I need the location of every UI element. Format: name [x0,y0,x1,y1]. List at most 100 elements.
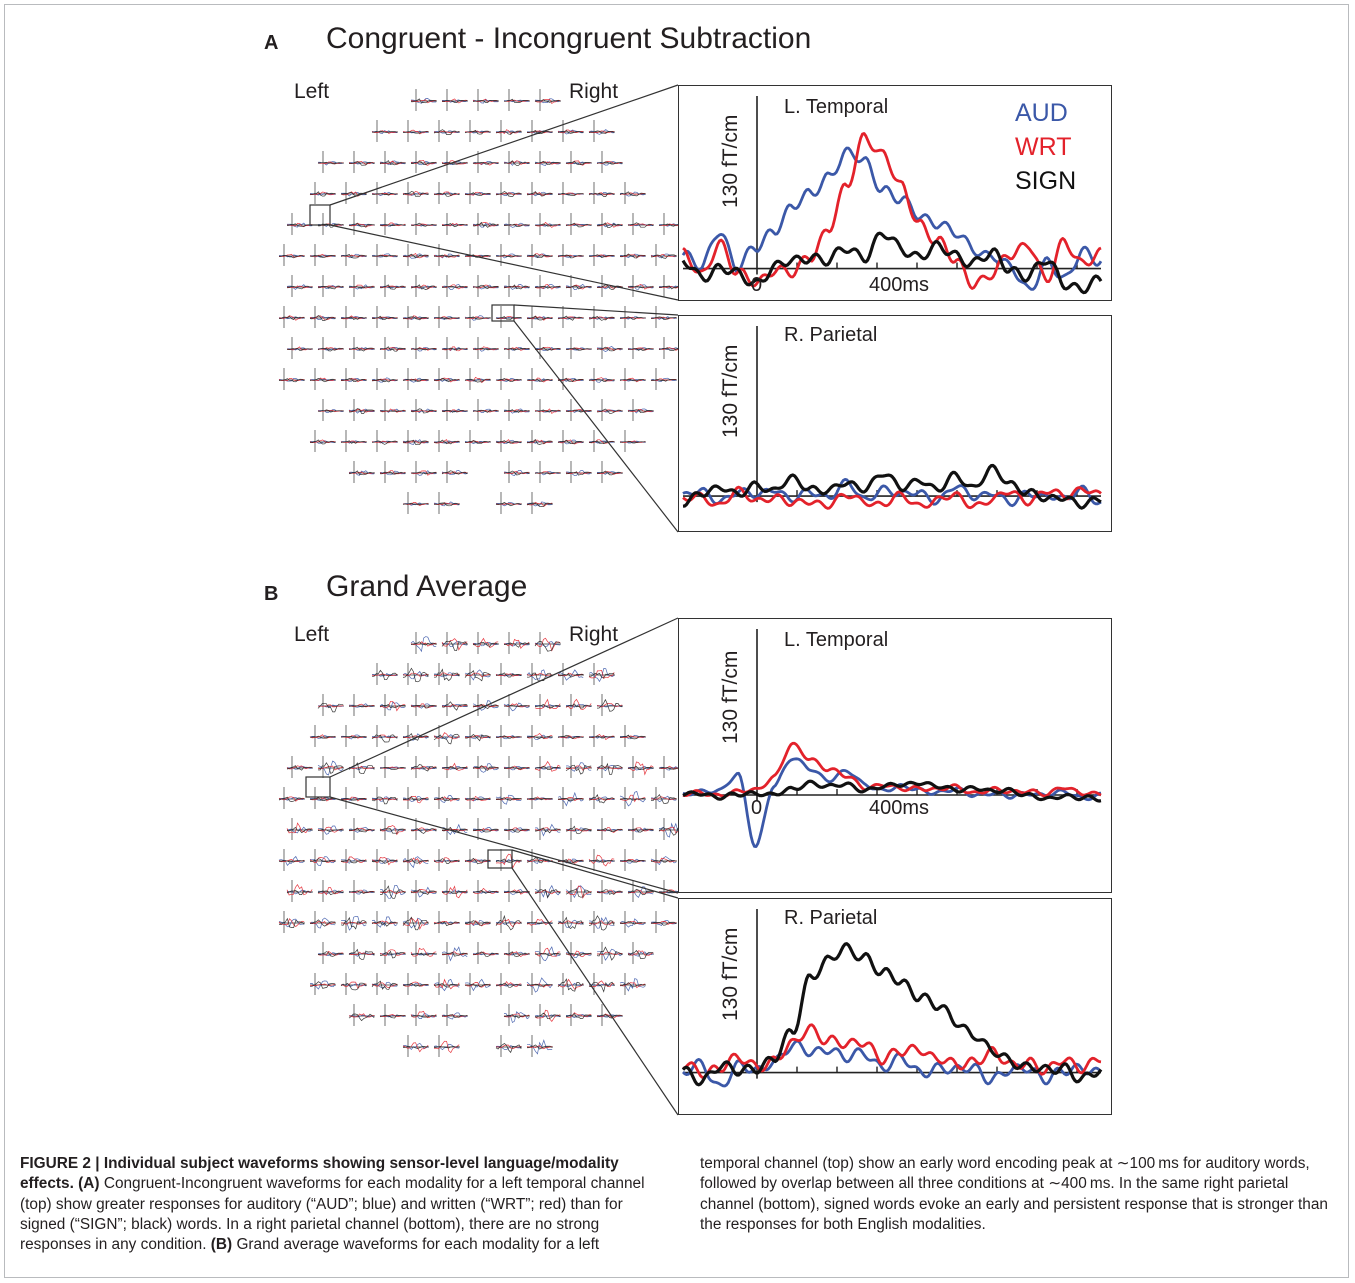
sensor-waveform [441,942,468,964]
sensor-waveform [286,213,313,235]
sensor-waveform [340,849,367,871]
sensor-waveform [379,275,406,297]
sensor-waveform [565,756,592,778]
sensor-waveform [348,694,375,716]
sensor-waveform [348,880,375,902]
sensor-waveform [441,151,468,173]
sensor-waveform [464,368,491,390]
sensor-waveform [503,151,530,173]
sensor-waveform [495,244,522,266]
sensor-waveform [503,942,530,964]
sensor-waveform [472,89,499,111]
caption-b-text: Grand average waveforms for each modalit… [232,1155,1328,1254]
sensor-waveform [410,399,437,421]
legend-sign: SIGN [1015,167,1077,195]
sensor-waveform [340,911,367,933]
head-left-label: Left [294,623,330,646]
sensor-waveform [410,89,437,111]
sensor-waveform [410,337,437,359]
sensor-waveform [557,725,584,747]
sensor-waveform [402,182,429,204]
sensor-waveform [627,337,654,359]
sensor-waveform [317,756,344,778]
sensor-waveform [619,849,646,871]
sensor-waveform [286,818,313,840]
sensor-waveform [379,694,406,716]
sensor-waveform [534,818,561,840]
series-wrt [682,1023,1102,1079]
sensor-waveform [286,275,313,297]
sensor-waveform [596,942,623,964]
sensor-waveform [557,973,584,995]
caption-a-text: Congruent-Incongruent waveforms for each… [20,1175,645,1254]
scale-label: 130 fT/cm [719,650,742,744]
sensor-waveform [503,1004,530,1026]
sensor-waveform [526,306,553,328]
sensor-waveform [650,368,677,390]
sensor-waveform [472,632,499,654]
sensor-waveform [650,787,677,809]
sensor-waveform [441,818,468,840]
sensor-waveform [441,461,468,483]
sensor-waveform [379,399,406,421]
sensor-waveform [557,430,584,452]
sensor-waveform [627,880,654,902]
sensor-waveform [565,337,592,359]
sensor-waveform [588,725,615,747]
sensor-waveform [534,399,561,421]
sensor-waveform [340,787,367,809]
sensor-waveform [348,942,375,964]
sensor-waveform [596,818,623,840]
caption-a-tag: (A) [78,1175,100,1193]
sensor-waveform [534,880,561,902]
waveform-box-a-temporal: 130 fT/cm L. Temporal AUD WRT SIGN 0 400… [678,85,1112,301]
channel-label-parietal: R. Parietal [784,324,878,346]
channel-label-temporal: L. Temporal [784,629,889,651]
sensor-waveform [650,911,677,933]
sensor-waveform [309,430,336,452]
sensor-waveform [441,399,468,421]
sensor-waveform [433,1035,460,1057]
sensor-waveform [464,849,491,871]
sensor-waveform [410,151,437,173]
sensor-waveform [379,337,406,359]
sensor-waveform [317,399,344,421]
sensor-waveform [526,244,553,266]
sensor-waveform [340,430,367,452]
sensor-waveform [557,787,584,809]
caption-label: FIGURE 2 | Individual subject waveforms … [20,1155,619,1193]
sensor-waveform [464,182,491,204]
sensor-waveform [371,368,398,390]
sensor-waveform [565,694,592,716]
sensor-waveform [464,973,491,995]
sensor-waveform [472,818,499,840]
sensor-waveform [534,632,561,654]
sensor-waveform [340,182,367,204]
panel-b-letter: B [264,583,279,605]
sensor-waveform [588,849,615,871]
sensor-waveform [348,818,375,840]
sensor-waveform [565,818,592,840]
sensor-waveform [503,694,530,716]
sensor-waveform [410,942,437,964]
channel-label-parietal: R. Parietal [784,907,878,929]
sensor-waveform [441,1004,468,1026]
sensor-waveform [472,213,499,235]
sensor-waveform [278,306,305,328]
sensor-waveform [433,663,460,685]
sensor-waveform [441,694,468,716]
sensor-waveform [371,430,398,452]
sensor-waveform [588,244,615,266]
sensor-waveform [526,120,553,142]
sensor-waveform [402,492,429,514]
channel-label-temporal: L. Temporal [784,96,889,118]
sensor-waveform [503,461,530,483]
sensor-waveform [565,151,592,173]
sensor-waveform [433,787,460,809]
sensor-waveform [433,244,460,266]
sensor-waveform [441,213,468,235]
sensor-waveform [596,151,623,173]
sensor-waveform [495,1035,522,1057]
waveform-box-b-temporal: 130 fT/cm L. Temporal 0 400ms [678,618,1112,893]
sensor-waveform [596,275,623,297]
